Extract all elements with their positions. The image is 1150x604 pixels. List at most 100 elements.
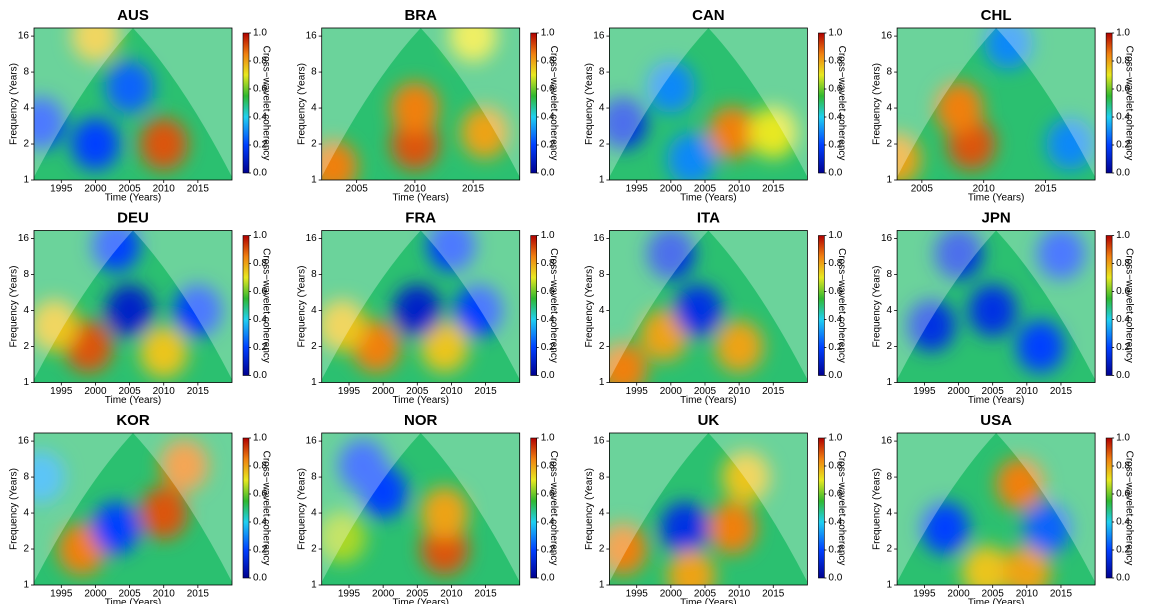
coherence-region	[667, 132, 716, 180]
plot-frame	[609, 27, 808, 181]
y-tick-label: 2	[887, 341, 893, 352]
coherence-region	[321, 140, 358, 180]
y-tick-label: 16	[593, 233, 605, 244]
colorbar-tick-label: 1.0	[1116, 28, 1130, 39]
colorbar-tick-label: 0.0	[1116, 370, 1130, 381]
y-tick-label: 2	[887, 544, 893, 555]
colorbar	[1105, 235, 1113, 376]
panel: KOR 1995 2000 2005 2010 2015 1 2 4 8 16 Time (Years…	[9, 412, 272, 604]
heatmap-field	[321, 439, 469, 576]
x-tick-label: 2010	[1016, 589, 1039, 600]
coherence-region	[609, 96, 648, 149]
heatmap	[34, 433, 232, 585]
y-tick-label: 1	[599, 175, 605, 186]
y-axis-label: Frequency (Years)	[9, 468, 20, 550]
coherence-region	[454, 284, 503, 337]
colorbar	[530, 437, 538, 579]
panel: UK 1995 2000 2005 2010 2015 1 2 4 8 16 Time (Years)…	[584, 412, 847, 604]
colorbar-label: Cross−wavelet coherency	[260, 451, 271, 566]
x-tick-label: 2000	[947, 386, 970, 397]
colorbar-tick-label: 0.8	[1116, 258, 1130, 269]
colorbar	[818, 32, 825, 174]
y-axis-label: Frequency (Years)	[296, 468, 307, 550]
y-axis-label: Frequency (Years)	[872, 468, 883, 550]
cone-of-influence	[609, 230, 808, 383]
coherence-region	[897, 132, 922, 180]
coherence-region	[674, 284, 723, 337]
y-tick-label: 16	[593, 31, 605, 42]
y-axis-label: Frequency (Years)	[584, 266, 595, 348]
colorbar-tick-label: 0.8	[828, 258, 842, 269]
coherence-region	[34, 451, 65, 504]
x-tick-label: 1995	[626, 386, 649, 397]
heatmap-field	[609, 230, 764, 383]
x-tick-label: 2010	[153, 386, 176, 397]
colorbar-label: Cross−wavelet coherency	[260, 248, 271, 363]
y-tick-label: 1	[311, 175, 317, 186]
colorbar-tick-label: 0.0	[541, 168, 555, 179]
panel: DEU 1995 2000 2005 2010 2015 1 2 4 8 16 Time (Years…	[9, 209, 272, 406]
colorbar-tick-label: 1.0	[253, 433, 267, 444]
y-tick-label: 8	[887, 472, 893, 483]
panel-title: USA	[980, 412, 1012, 429]
colorbar-tick-label: 0.8	[541, 461, 555, 472]
colorbar-tick-label: 0.2	[253, 342, 267, 353]
cone-of-influence	[321, 230, 520, 383]
coherence-region	[34, 299, 79, 352]
x-tick-label: 2015	[762, 589, 785, 600]
cone-of-influence	[609, 433, 808, 585]
cone-of-influence	[321, 433, 520, 585]
colorbar	[818, 437, 825, 579]
coherence-region	[420, 487, 469, 540]
colorbar-tick-label: 0.8	[253, 258, 267, 269]
y-tick-label: 16	[18, 233, 30, 244]
colorbar-tick-label: 0.4	[828, 112, 842, 123]
x-tick-label: 2015	[1034, 184, 1057, 195]
panel-title: BRA	[404, 7, 437, 24]
x-axis-label: Time (Years)	[680, 395, 737, 406]
colorbar-tick-label: 0.0	[828, 370, 842, 381]
x-tick-label: 2015	[762, 184, 785, 195]
y-tick-label: 16	[18, 436, 30, 447]
cone-of-influence	[897, 28, 1096, 180]
x-tick-label: 2010	[728, 386, 751, 397]
heatmap	[897, 230, 1096, 383]
panel-title: CHL	[981, 7, 1012, 24]
colorbar-tick-label: 0.0	[541, 573, 555, 584]
colorbar-tick-label: 0.6	[541, 489, 555, 500]
x-tick-label: 2005	[118, 386, 141, 397]
y-tick-label: 1	[23, 175, 29, 186]
coherence-region	[139, 325, 188, 378]
colorbar-label: Cross−wavelet coherency	[1123, 46, 1134, 161]
colorbar-tick-label: 0.4	[1116, 517, 1130, 528]
coherence-region	[34, 96, 65, 149]
x-tick-label: 1995	[913, 589, 936, 600]
colorbar-tick-label: 0.8	[1116, 461, 1130, 472]
x-tick-label: 2000	[84, 589, 107, 600]
heatmap-field	[34, 28, 188, 171]
colorbar-tick-label: 0.6	[541, 84, 555, 95]
colorbar-tick-label: 0.6	[253, 489, 267, 500]
colorbar-tick-label: 1.0	[541, 433, 555, 444]
colorbar-label: Cross−wavelet coherency	[836, 46, 847, 161]
panel: AUS 1995 2000 2005 2010 2015 1 2 4 8 16 Time (Years…	[9, 7, 272, 204]
x-tick-label: 2010	[440, 589, 463, 600]
coherence-region	[71, 118, 120, 171]
y-tick-label: 2	[599, 544, 605, 555]
y-tick-label: 4	[311, 508, 317, 519]
x-tick-label: 2000	[947, 589, 970, 600]
colorbar-tick-label: 0.6	[253, 286, 267, 297]
colorbar-tick-label: 0.0	[828, 168, 842, 179]
y-tick-label: 8	[23, 472, 29, 483]
colorbar-tick-label: 0.2	[828, 545, 842, 556]
y-tick-label: 4	[599, 508, 605, 519]
y-tick-label: 1	[887, 377, 893, 388]
coherence-region	[667, 549, 716, 585]
coherence-region	[749, 106, 798, 159]
x-tick-label: 2005	[694, 589, 717, 600]
colorbar-tick-label: 0.2	[541, 545, 555, 556]
colorbar-tick-label: 0.0	[828, 573, 842, 584]
x-tick-label: 2005	[346, 184, 369, 195]
x-axis-label: Time (Years)	[392, 598, 449, 604]
x-tick-label: 2015	[187, 589, 210, 600]
